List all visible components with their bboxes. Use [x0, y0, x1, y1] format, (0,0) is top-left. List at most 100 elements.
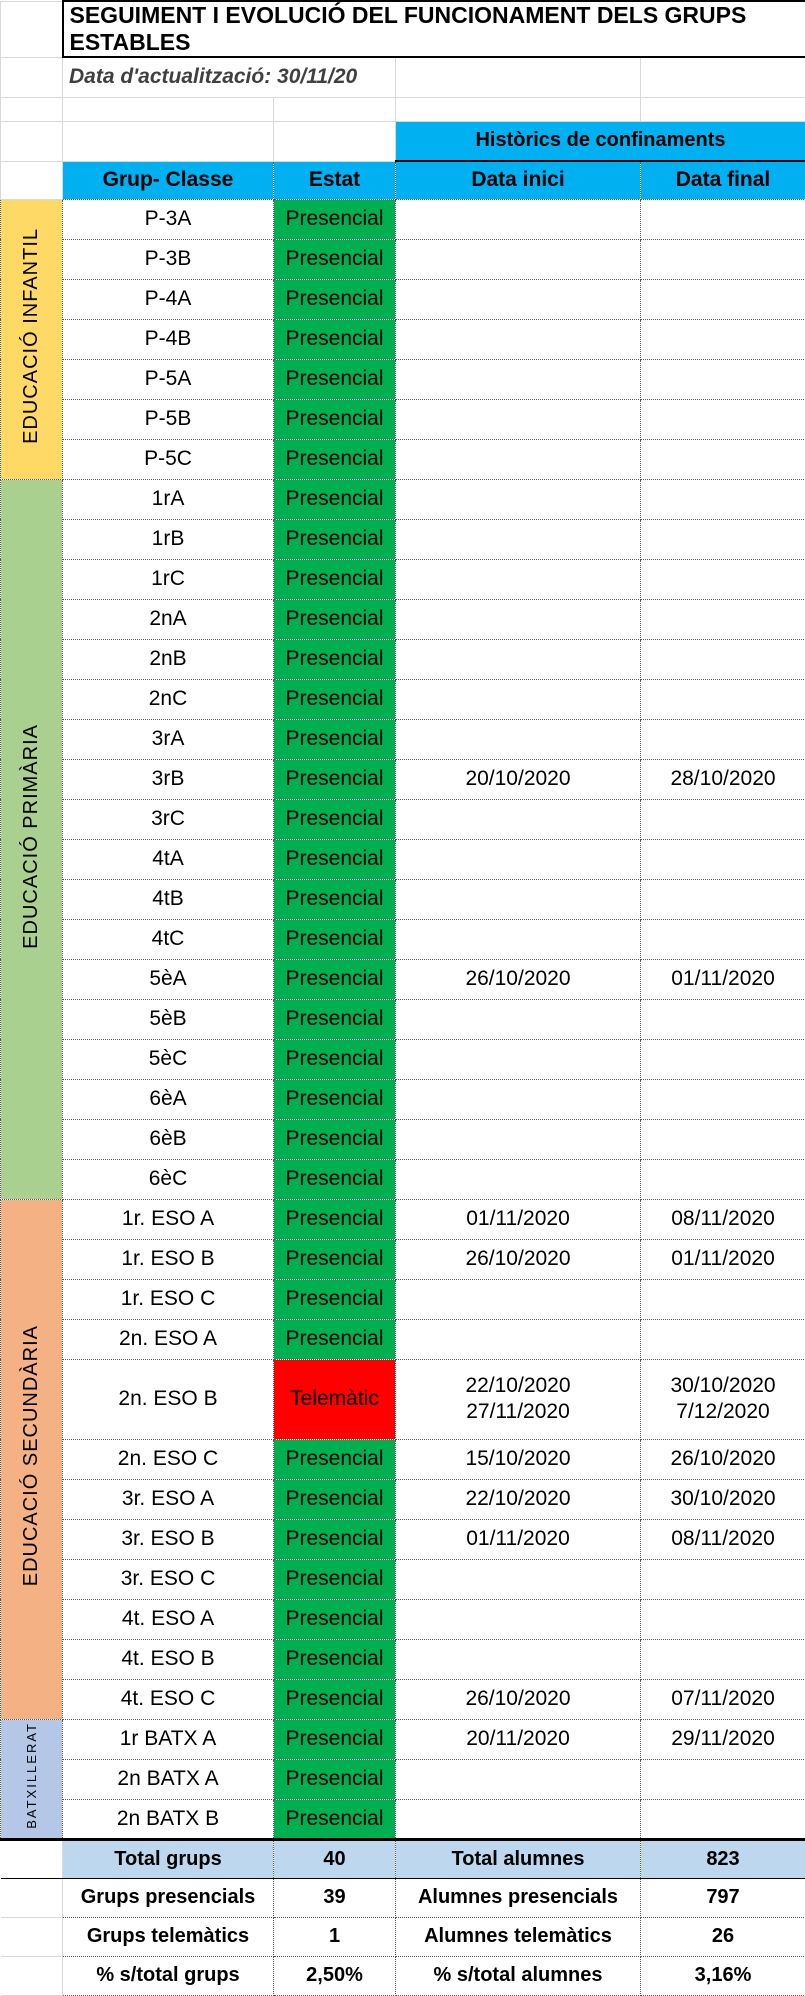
- start-date-cell[interactable]: 20/11/2020: [396, 1719, 641, 1759]
- start-date-cell[interactable]: 26/10/2020: [396, 1239, 641, 1279]
- summary-label[interactable]: Total alumnes: [396, 1839, 641, 1878]
- status-cell[interactable]: Presencial: [274, 1479, 396, 1519]
- end-date-cell[interactable]: 01/11/2020: [641, 959, 805, 999]
- start-date-cell[interactable]: [396, 599, 641, 639]
- status-cell[interactable]: Presencial: [274, 1519, 396, 1559]
- section-cell[interactable]: BATXILLERAT: [1, 1719, 63, 1839]
- group-name-cell[interactable]: 5èB: [63, 999, 274, 1039]
- end-date-cell[interactable]: [641, 319, 805, 359]
- status-cell[interactable]: Presencial: [274, 1039, 396, 1079]
- status-cell[interactable]: Presencial: [274, 1279, 396, 1319]
- group-name-cell[interactable]: 3rC: [63, 799, 274, 839]
- start-date-cell[interactable]: 26/10/2020: [396, 1679, 641, 1719]
- start-date-cell[interactable]: [396, 1559, 641, 1599]
- group-name-cell[interactable]: 6èB: [63, 1119, 274, 1159]
- end-date-cell[interactable]: [641, 199, 805, 239]
- start-date-cell[interactable]: [396, 399, 641, 439]
- start-date-cell[interactable]: 01/11/2020: [396, 1199, 641, 1239]
- start-date-cell[interactable]: [396, 319, 641, 359]
- summary-label[interactable]: Alumnes telemàtics: [396, 1917, 641, 1956]
- group-name-cell[interactable]: 3r. ESO B: [63, 1519, 274, 1559]
- start-date-cell[interactable]: [396, 879, 641, 919]
- group-name-cell[interactable]: 2nB: [63, 639, 274, 679]
- summary-value[interactable]: 40: [274, 1839, 396, 1878]
- start-date-cell[interactable]: [396, 279, 641, 319]
- group-name-cell[interactable]: 4t. ESO C: [63, 1679, 274, 1719]
- group-name-cell[interactable]: 1rA: [63, 479, 274, 519]
- end-date-cell[interactable]: [641, 439, 805, 479]
- end-date-cell[interactable]: [641, 679, 805, 719]
- status-cell[interactable]: Presencial: [274, 1319, 396, 1359]
- group-name-cell[interactable]: 1rC: [63, 559, 274, 599]
- group-name-cell[interactable]: 1r. ESO A: [63, 1199, 274, 1239]
- end-date-cell[interactable]: [641, 1159, 805, 1199]
- start-date-cell[interactable]: 22/10/2020 27/11/2020: [396, 1359, 641, 1439]
- group-name-cell[interactable]: P-5B: [63, 399, 274, 439]
- status-cell[interactable]: Presencial: [274, 399, 396, 439]
- end-date-cell[interactable]: [641, 559, 805, 599]
- start-date-cell[interactable]: [396, 1599, 641, 1639]
- end-date-cell[interactable]: [641, 479, 805, 519]
- status-cell[interactable]: Presencial: [274, 1559, 396, 1599]
- end-date-cell[interactable]: [641, 1559, 805, 1599]
- status-cell[interactable]: Presencial: [274, 639, 396, 679]
- end-date-cell[interactable]: [641, 359, 805, 399]
- status-cell[interactable]: Presencial: [274, 359, 396, 399]
- status-cell[interactable]: Presencial: [274, 1719, 396, 1759]
- end-date-cell[interactable]: [641, 1079, 805, 1119]
- col-header-start-date[interactable]: Data inici: [396, 161, 641, 199]
- status-cell[interactable]: Telemàtic: [274, 1359, 396, 1439]
- section-cell[interactable]: EDUCACIÓ SECUNDÀRIA: [1, 1199, 63, 1719]
- group-name-cell[interactable]: 3rB: [63, 759, 274, 799]
- status-cell[interactable]: Presencial: [274, 1199, 396, 1239]
- group-name-cell[interactable]: P-5C: [63, 439, 274, 479]
- status-cell[interactable]: Presencial: [274, 1599, 396, 1639]
- end-date-cell[interactable]: [641, 799, 805, 839]
- summary-label[interactable]: Grups telemàtics: [63, 1917, 274, 1956]
- summary-value[interactable]: 1: [274, 1917, 396, 1956]
- summary-label[interactable]: Grups presencials: [63, 1878, 274, 1917]
- summary-label[interactable]: % s/total grups: [63, 1956, 274, 1995]
- group-name-cell[interactable]: P-3A: [63, 199, 274, 239]
- start-date-cell[interactable]: [396, 439, 641, 479]
- status-cell[interactable]: Presencial: [274, 479, 396, 519]
- end-date-cell[interactable]: [641, 719, 805, 759]
- end-date-cell[interactable]: [641, 519, 805, 559]
- status-cell[interactable]: Presencial: [274, 239, 396, 279]
- summary-value[interactable]: 39: [274, 1878, 396, 1917]
- status-cell[interactable]: Presencial: [274, 1239, 396, 1279]
- status-cell[interactable]: Presencial: [274, 1119, 396, 1159]
- end-date-cell[interactable]: 30/10/2020: [641, 1479, 805, 1519]
- status-cell[interactable]: Presencial: [274, 839, 396, 879]
- end-date-cell[interactable]: [641, 999, 805, 1039]
- end-date-cell[interactable]: [641, 1039, 805, 1079]
- status-cell[interactable]: Presencial: [274, 1639, 396, 1679]
- group-name-cell[interactable]: 4tB: [63, 879, 274, 919]
- start-date-cell[interactable]: [396, 1079, 641, 1119]
- summary-value[interactable]: 26: [641, 1917, 805, 1956]
- start-date-cell[interactable]: [396, 1159, 641, 1199]
- group-name-cell[interactable]: P-4A: [63, 279, 274, 319]
- start-date-cell[interactable]: [396, 199, 641, 239]
- status-cell[interactable]: Presencial: [274, 919, 396, 959]
- start-date-cell[interactable]: [396, 799, 641, 839]
- status-cell[interactable]: Presencial: [274, 279, 396, 319]
- status-cell[interactable]: Presencial: [274, 1799, 396, 1839]
- status-cell[interactable]: Presencial: [274, 1759, 396, 1799]
- group-name-cell[interactable]: 3rA: [63, 719, 274, 759]
- summary-value[interactable]: 797: [641, 1878, 805, 1917]
- status-cell[interactable]: Presencial: [274, 559, 396, 599]
- group-name-cell[interactable]: 2n. ESO C: [63, 1439, 274, 1479]
- summary-label[interactable]: % s/total alumnes: [396, 1956, 641, 1995]
- status-cell[interactable]: Presencial: [274, 999, 396, 1039]
- start-date-cell[interactable]: 22/10/2020: [396, 1479, 641, 1519]
- group-name-cell[interactable]: 2n BATX A: [63, 1759, 274, 1799]
- section-cell[interactable]: EDUCACIÓ PRIMÀRIA: [1, 479, 63, 1199]
- start-date-cell[interactable]: 26/10/2020: [396, 959, 641, 999]
- start-date-cell[interactable]: [396, 359, 641, 399]
- group-name-cell[interactable]: 3r. ESO A: [63, 1479, 274, 1519]
- group-name-cell[interactable]: 2n BATX B: [63, 1799, 274, 1839]
- start-date-cell[interactable]: [396, 1319, 641, 1359]
- start-date-cell[interactable]: 01/11/2020: [396, 1519, 641, 1559]
- start-date-cell[interactable]: [396, 239, 641, 279]
